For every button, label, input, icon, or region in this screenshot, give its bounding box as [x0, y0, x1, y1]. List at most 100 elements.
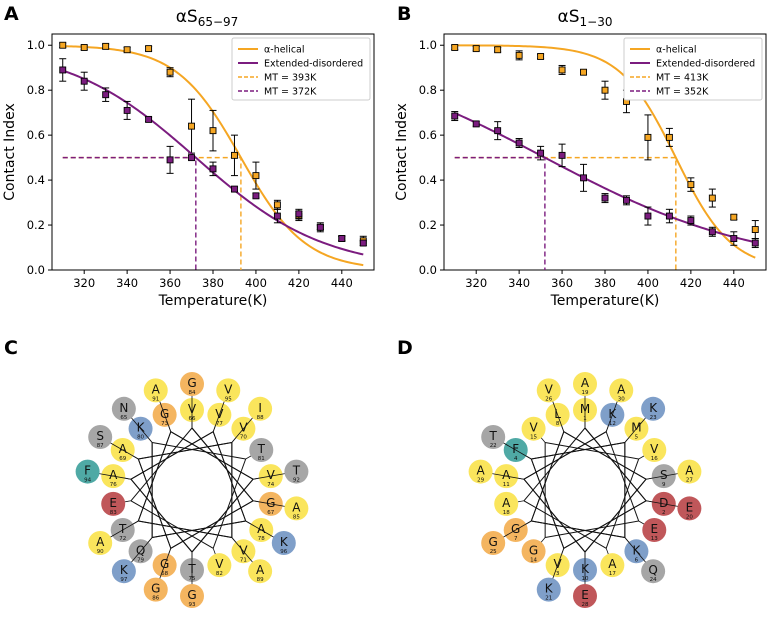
wheel-d-residue-spoke: [638, 520, 645, 525]
wheel-c-residue-circle: [75, 459, 100, 484]
wheel-c-residue-letter: A: [119, 442, 128, 456]
chart-b-helical-point: [451, 44, 459, 51]
chart-b-disordered-point: [708, 228, 716, 236]
chart-a-mt-line-2: [62, 156, 197, 270]
wheel-c-residue-number: 67: [267, 510, 274, 516]
wheel-d-residue-circle: [677, 496, 702, 521]
wheel-d-connector: [523, 427, 586, 502]
wheel-c-residue-number: 87: [97, 443, 104, 449]
wheel-d-residue-circle: [481, 531, 506, 555]
wheel-c-residue-letter: A: [256, 563, 265, 577]
chart-b-helical-point: [494, 46, 502, 54]
wheel-d-residue-spoke: [624, 537, 647, 564]
chart-a-xtick-label: 400: [245, 276, 267, 290]
wheel-c-residue-letter: T: [118, 522, 127, 536]
chart-b-legend-label: α-helical: [656, 45, 697, 56]
wheel-c-residue-letter: K: [120, 563, 129, 577]
wheel-d-residue-number: 5: [635, 435, 639, 441]
chart-b-ytick-label: 0.2: [419, 218, 437, 232]
wheel-d-residue: A11: [494, 464, 525, 489]
wheel-c-residue-spoke: [98, 473, 132, 480]
chart-a-xtick-label: 340: [116, 276, 138, 290]
wheel-c-residue-number: 69: [119, 456, 126, 462]
wheel-d-residue-circle: [468, 459, 493, 484]
wheel-d-residue-number: 16: [651, 456, 658, 462]
chart-b-title: αS1−30: [558, 7, 613, 29]
wheel-c-residue: G67: [252, 491, 283, 516]
wheel-d-residue: L8: [545, 402, 570, 432]
wheel-d-residue-number: 14: [530, 557, 537, 563]
wheel-c-residue-letter: V: [267, 468, 276, 482]
wheel-d-residue-letter: A: [502, 468, 511, 482]
chart-b-helical-point: [537, 53, 545, 60]
wheel-d-residue-letter: A: [617, 382, 626, 396]
chart-b-legend-label: MT = 413K: [656, 73, 709, 84]
wheel-d-residue-number: 17: [609, 571, 616, 577]
wheel-c-residue-letter: I: [258, 401, 262, 415]
wheel-d-residue-number: 26: [545, 396, 552, 402]
wheel-d-residue-letter: V: [529, 421, 538, 435]
wheel-c-residue-number: 77: [216, 421, 223, 427]
wheel-c-connector: [212, 458, 247, 549]
wheel-c-residue-letter: S: [96, 429, 104, 443]
wheel-c-residue-letter: K: [280, 535, 289, 549]
wheel-c-residue-number: 68: [161, 571, 168, 577]
wheel-c-residue: T92: [252, 459, 309, 484]
wheel-c-residue-spoke: [231, 416, 254, 443]
wheel-d-residue: G7: [503, 518, 532, 542]
chart-a-ytick-label: 0.8: [27, 83, 45, 97]
wheel-c-residue: N65: [111, 396, 153, 443]
wheel-d-residue-circle: [641, 559, 666, 584]
wheel-d-residue-letter: K: [581, 562, 590, 576]
wheel-c-residue-circle: [143, 378, 168, 403]
wheel-d-residue-letter: V: [650, 442, 659, 456]
wheel-d-residue: V3: [545, 548, 570, 578]
wheel-d-residue-number: 30: [618, 396, 625, 402]
wheel-c-residue: E83: [101, 491, 132, 516]
wheel-c-residue-number: 78: [258, 536, 265, 542]
wheel-d-residue-letter: E: [650, 522, 658, 536]
wheel-d-residue-spoke: [516, 500, 525, 503]
wheel-d-residue: A30: [605, 378, 634, 432]
wheel-d-residue-number: 13: [651, 536, 658, 542]
wheel-d-residue-number: 7: [514, 536, 518, 542]
chart-a-disordered-point: [145, 115, 153, 123]
wheel-d-residue-circle: [536, 577, 561, 602]
wheel-d-residue-letter: Q: [648, 563, 657, 577]
wheel-c-connector: [170, 431, 254, 480]
wheel-d-residue-letter: A: [608, 557, 617, 571]
wheel-d-residue-spoke: [605, 548, 609, 555]
wheel-c-residue-circle: [111, 396, 136, 421]
wheel-d-residue-spoke: [645, 473, 679, 480]
chart-b-helical-point: [644, 133, 652, 141]
wheel-c-residue-number: 83: [110, 510, 117, 516]
wheel-d-connector: [545, 442, 639, 460]
chart-b-legend-label: Extended-disordered: [656, 59, 755, 70]
chart-b-ytick-label: 0.8: [419, 83, 437, 97]
wheel-c-residue-spoke: [245, 520, 275, 538]
chart-b-disordered-point: [623, 196, 630, 204]
chart-b-legend-label: MT = 352K: [656, 87, 709, 98]
chart-b-xtick-label: 320: [465, 276, 487, 290]
wheel-c-residue-number: 94: [84, 478, 91, 484]
wheel-c-residue-letter: N: [119, 401, 128, 415]
wheel-d-residue: A18: [494, 491, 525, 516]
wheel-c-residue-letter: Q: [136, 543, 145, 557]
wheel-c-connector: [130, 427, 193, 502]
wheel-d-residue-letter: G: [489, 535, 498, 549]
helical-wheel-d: M1D2V3F4M5K6G7L8S9K10A11K12E13G14V15V16A…: [468, 372, 702, 608]
wheel-d-residue-number: 29: [477, 478, 484, 484]
chart-a-helical-point: [273, 201, 281, 209]
wheel-c-residue-spoke: [123, 500, 132, 503]
wheel-d-connector: [605, 431, 640, 522]
wheel-d-connector: [523, 500, 607, 549]
wheel-d-residue-letter: A: [477, 464, 486, 478]
wheel-c-residue: G73: [152, 402, 177, 432]
chart-a-title: αS65−97: [176, 7, 239, 29]
wheel-c-residue-number: 80: [137, 435, 144, 441]
wheel-d-residue-spoke: [502, 442, 532, 460]
chart-a-helical-point: [102, 42, 110, 50]
chart-a-helical-point: [80, 44, 88, 51]
wheel-c-residue: A78: [245, 518, 274, 542]
